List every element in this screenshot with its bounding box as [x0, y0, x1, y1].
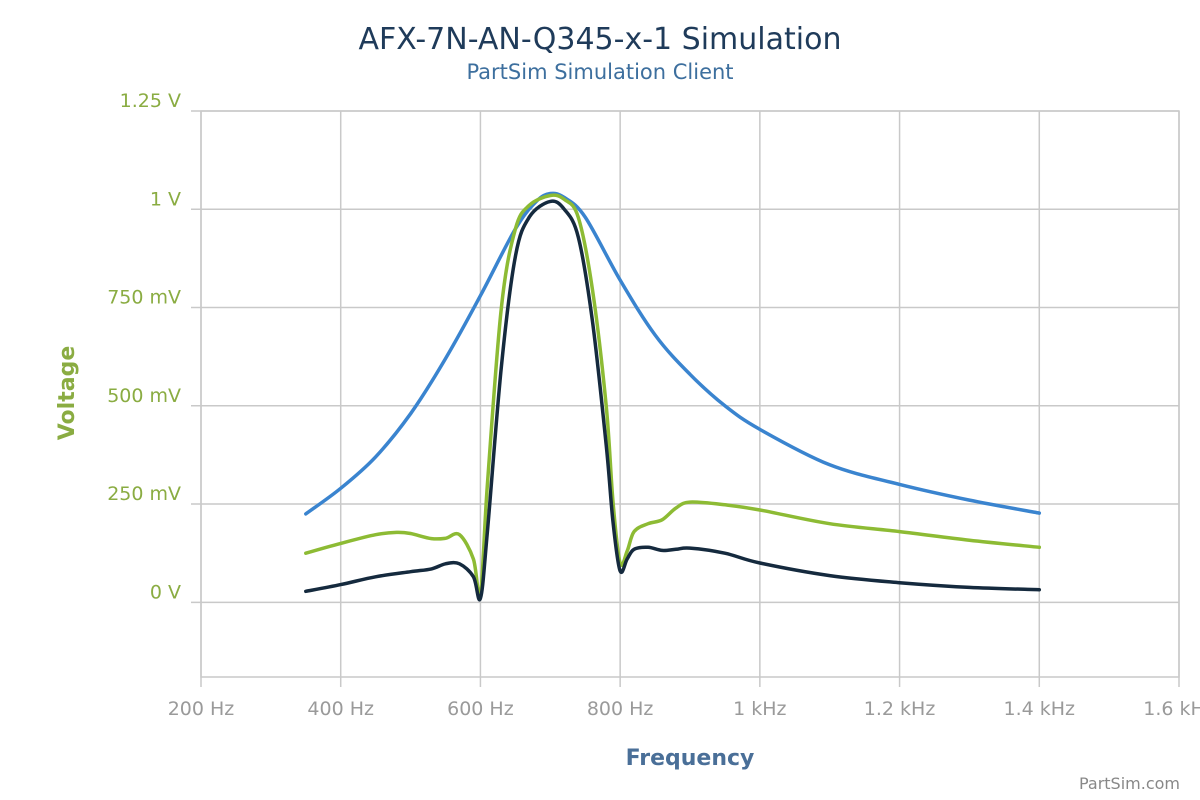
x-axis-label: Frequency: [626, 746, 755, 771]
y-tick-label: 1.25 V: [120, 90, 181, 112]
series-line-2: [304, 193, 1042, 599]
grid-layer: [191, 110, 1180, 687]
y-axis-ticks: 0 V 250 mV 500 mV 750 mV 1 V 1.25 V: [107, 90, 181, 603]
series-layer: [304, 191, 1042, 602]
x-tick-label: 200 Hz: [168, 698, 235, 720]
chart-subtitle: PartSim Simulation Client: [466, 60, 733, 84]
y-tick-label: 0 V: [150, 581, 181, 603]
chart-title: AFX-7N-AN-Q345-x-1 Simulation: [359, 22, 842, 57]
y-tick-label: 750 mV: [107, 287, 181, 309]
series-line-1: [304, 191, 1042, 516]
y-tick-label: 500 mV: [107, 385, 181, 407]
x-tick-label: 1 kHz: [733, 698, 786, 720]
credit-text[interactable]: PartSim.com: [1079, 774, 1180, 793]
y-tick-label: 1 V: [150, 188, 181, 210]
x-tick-label: 600 Hz: [447, 698, 514, 720]
x-tick-label: 1.2 kHz: [864, 698, 936, 720]
x-tick-label: 400 Hz: [307, 698, 374, 720]
y-axis-label: Voltage: [55, 346, 80, 441]
x-tick-label: 1.4 kHz: [1004, 698, 1076, 720]
y-tick-label: 250 mV: [107, 483, 181, 505]
plot-frame: [200, 110, 1180, 678]
x-axis-ticks: 200 Hz 400 Hz 600 Hz 800 Hz 1 kHz 1.2 kHz 1.4 …: [168, 698, 1200, 720]
x-tick-label: 800 Hz: [587, 698, 654, 720]
x-tick-label: 1.6 kHz: [1143, 698, 1200, 720]
series-line-3: [304, 199, 1042, 602]
